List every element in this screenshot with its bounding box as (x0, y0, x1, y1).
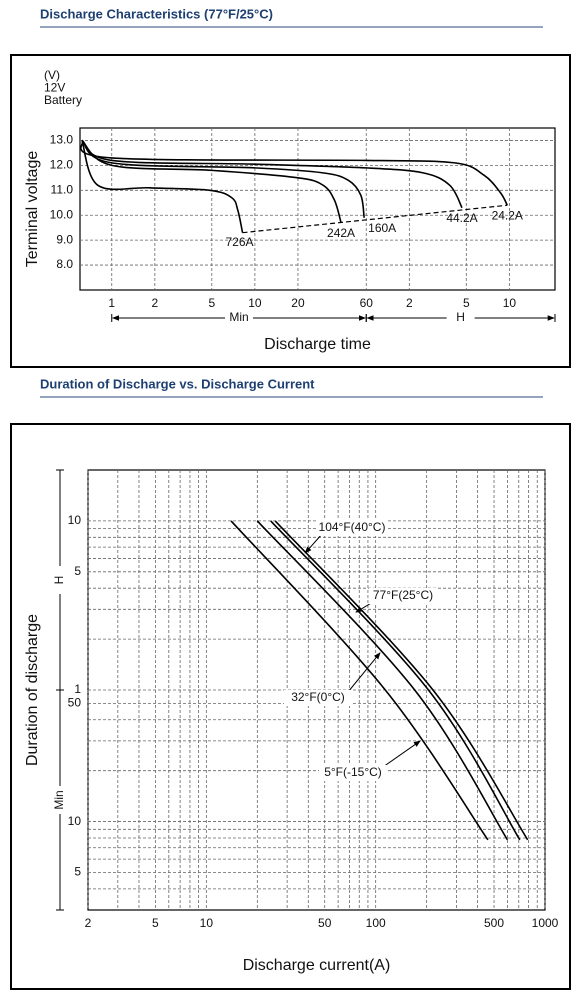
series-label: 242A (327, 226, 355, 240)
callout-bg (319, 765, 387, 781)
callout-bg (369, 588, 437, 604)
callout-bg (284, 690, 352, 706)
y-tick-label: 11.0 (51, 182, 74, 196)
series-label: 5°F(-15°C) (324, 765, 382, 779)
x-tick-label: 2 (151, 296, 158, 310)
x-tick-label: 10 (248, 296, 262, 310)
y-axis-title: Terminal voltage (24, 151, 41, 268)
y-axis-title: Duration of discharge (24, 614, 41, 766)
series-line (81, 139, 463, 209)
y-tick-label: 1 (74, 682, 81, 696)
x-tick-label: 60 (360, 296, 374, 310)
x-tick-label: 2 (406, 296, 413, 310)
annotation: (V) (44, 68, 60, 82)
callout-leader (382, 740, 421, 768)
y-tick-label: 12.0 (50, 158, 74, 172)
series-label: 44.2A (446, 211, 477, 225)
series-line (80, 139, 508, 206)
series-line (230, 520, 489, 841)
x-tick-label: 20 (291, 296, 305, 310)
x-tick-label: 2 (85, 916, 92, 930)
chart-frame (10, 423, 571, 990)
range-label: H (52, 576, 66, 585)
range-label: Min (52, 790, 66, 809)
x-tick-label: 100 (366, 916, 386, 930)
x-tick-label: 50 (318, 916, 332, 930)
y-tick-label: 13.0 (50, 133, 74, 147)
series-line (81, 139, 365, 218)
series-line (274, 520, 529, 841)
heading: Duration of Discharge vs. Discharge Curr… (40, 376, 315, 391)
y-tick-label: 9.0 (56, 232, 73, 246)
x-tick-label: 5 (463, 296, 470, 310)
x-tick-label: 5 (208, 296, 215, 310)
range-label-bg (53, 786, 67, 814)
heading: Discharge Characteristics (77°F/25°C) (40, 6, 273, 21)
annotation: Battery (44, 93, 82, 107)
series-line (81, 140, 244, 233)
series-line (256, 520, 509, 841)
x-tick-label: 1000 (532, 916, 559, 930)
plot-area (79, 127, 556, 291)
y-tick-label: 10 (68, 513, 82, 527)
y-tick-label: 50 (68, 696, 82, 710)
chart-frame (10, 54, 571, 368)
series-label: 77°F(25°C) (373, 588, 433, 602)
callout-leader (347, 652, 381, 693)
x-tick-label: 1 (108, 296, 115, 310)
y-tick-label: 8.0 (56, 257, 73, 271)
x-tick-label: 10 (503, 296, 517, 310)
callout-leader (304, 533, 323, 554)
series-label: 104°F(40°C) (319, 520, 386, 534)
x-tick-label: 10 (200, 916, 214, 930)
range-label-bg (53, 566, 67, 594)
series-label: 160A (368, 221, 396, 235)
series-label: 726A (226, 235, 254, 249)
callout-bg (318, 520, 386, 536)
range-label-bg (446, 311, 475, 325)
x-tick-label: 5 (152, 916, 159, 930)
y-tick-label: 5 (74, 865, 81, 879)
series-line (81, 139, 342, 223)
series-label: 24.2A (492, 208, 523, 222)
x-axis-title: Discharge current(A) (243, 957, 391, 974)
range-label: Min (229, 310, 248, 324)
y-tick-label: 5 (74, 564, 81, 578)
series-label: 32°F(0°C) (291, 690, 345, 704)
y-tick-label: 10 (68, 814, 82, 828)
end-voltage-line (242, 204, 508, 234)
range-label: H (456, 310, 465, 324)
x-axis-title: Discharge time (264, 336, 371, 353)
series-line (270, 520, 521, 841)
range-label-bg (225, 311, 254, 325)
annotation: 12V (44, 81, 65, 95)
x-tick-label: 500 (484, 916, 504, 930)
y-tick-label: 10.0 (50, 207, 74, 221)
